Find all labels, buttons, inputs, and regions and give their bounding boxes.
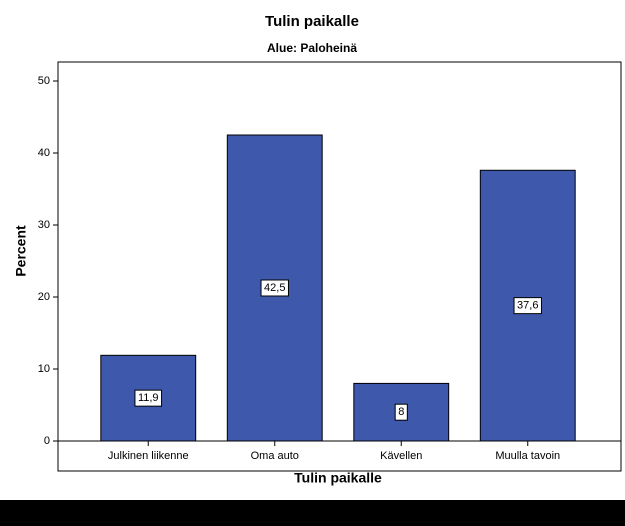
y-tick-label: 50	[38, 75, 50, 87]
chart-title: Tulin paikalle	[265, 13, 359, 30]
value-label: 11,9	[138, 392, 159, 404]
chart-subtitle: Alue: Paloheinä	[267, 41, 357, 55]
x-tick-label: Muulla tavoin	[495, 450, 560, 462]
y-tick-label: 0	[44, 435, 50, 447]
x-axis-label: Tulin paikalle	[294, 470, 382, 486]
value-label-box	[134, 389, 163, 407]
x-tick-label: Oma auto	[251, 450, 299, 462]
value-label: 37,6	[517, 300, 538, 312]
y-tick-label: 10	[38, 363, 50, 375]
value-label-box	[260, 279, 289, 297]
y-tick-label: 30	[38, 219, 50, 231]
value-label: 42,5	[264, 282, 285, 294]
value-label-box	[394, 403, 408, 421]
y-axis-label: Percent	[13, 225, 29, 277]
value-label-box	[513, 297, 542, 315]
plot-frame	[57, 61, 622, 472]
value-label: 8	[398, 406, 404, 418]
y-tick-label: 40	[38, 147, 50, 159]
bar	[226, 134, 323, 442]
bottom-band	[0, 500, 625, 526]
x-tick-label: Julkinen liikenne	[108, 450, 189, 462]
y-tick-label: 20	[38, 291, 50, 303]
x-tick-label: Kävellen	[380, 450, 422, 462]
